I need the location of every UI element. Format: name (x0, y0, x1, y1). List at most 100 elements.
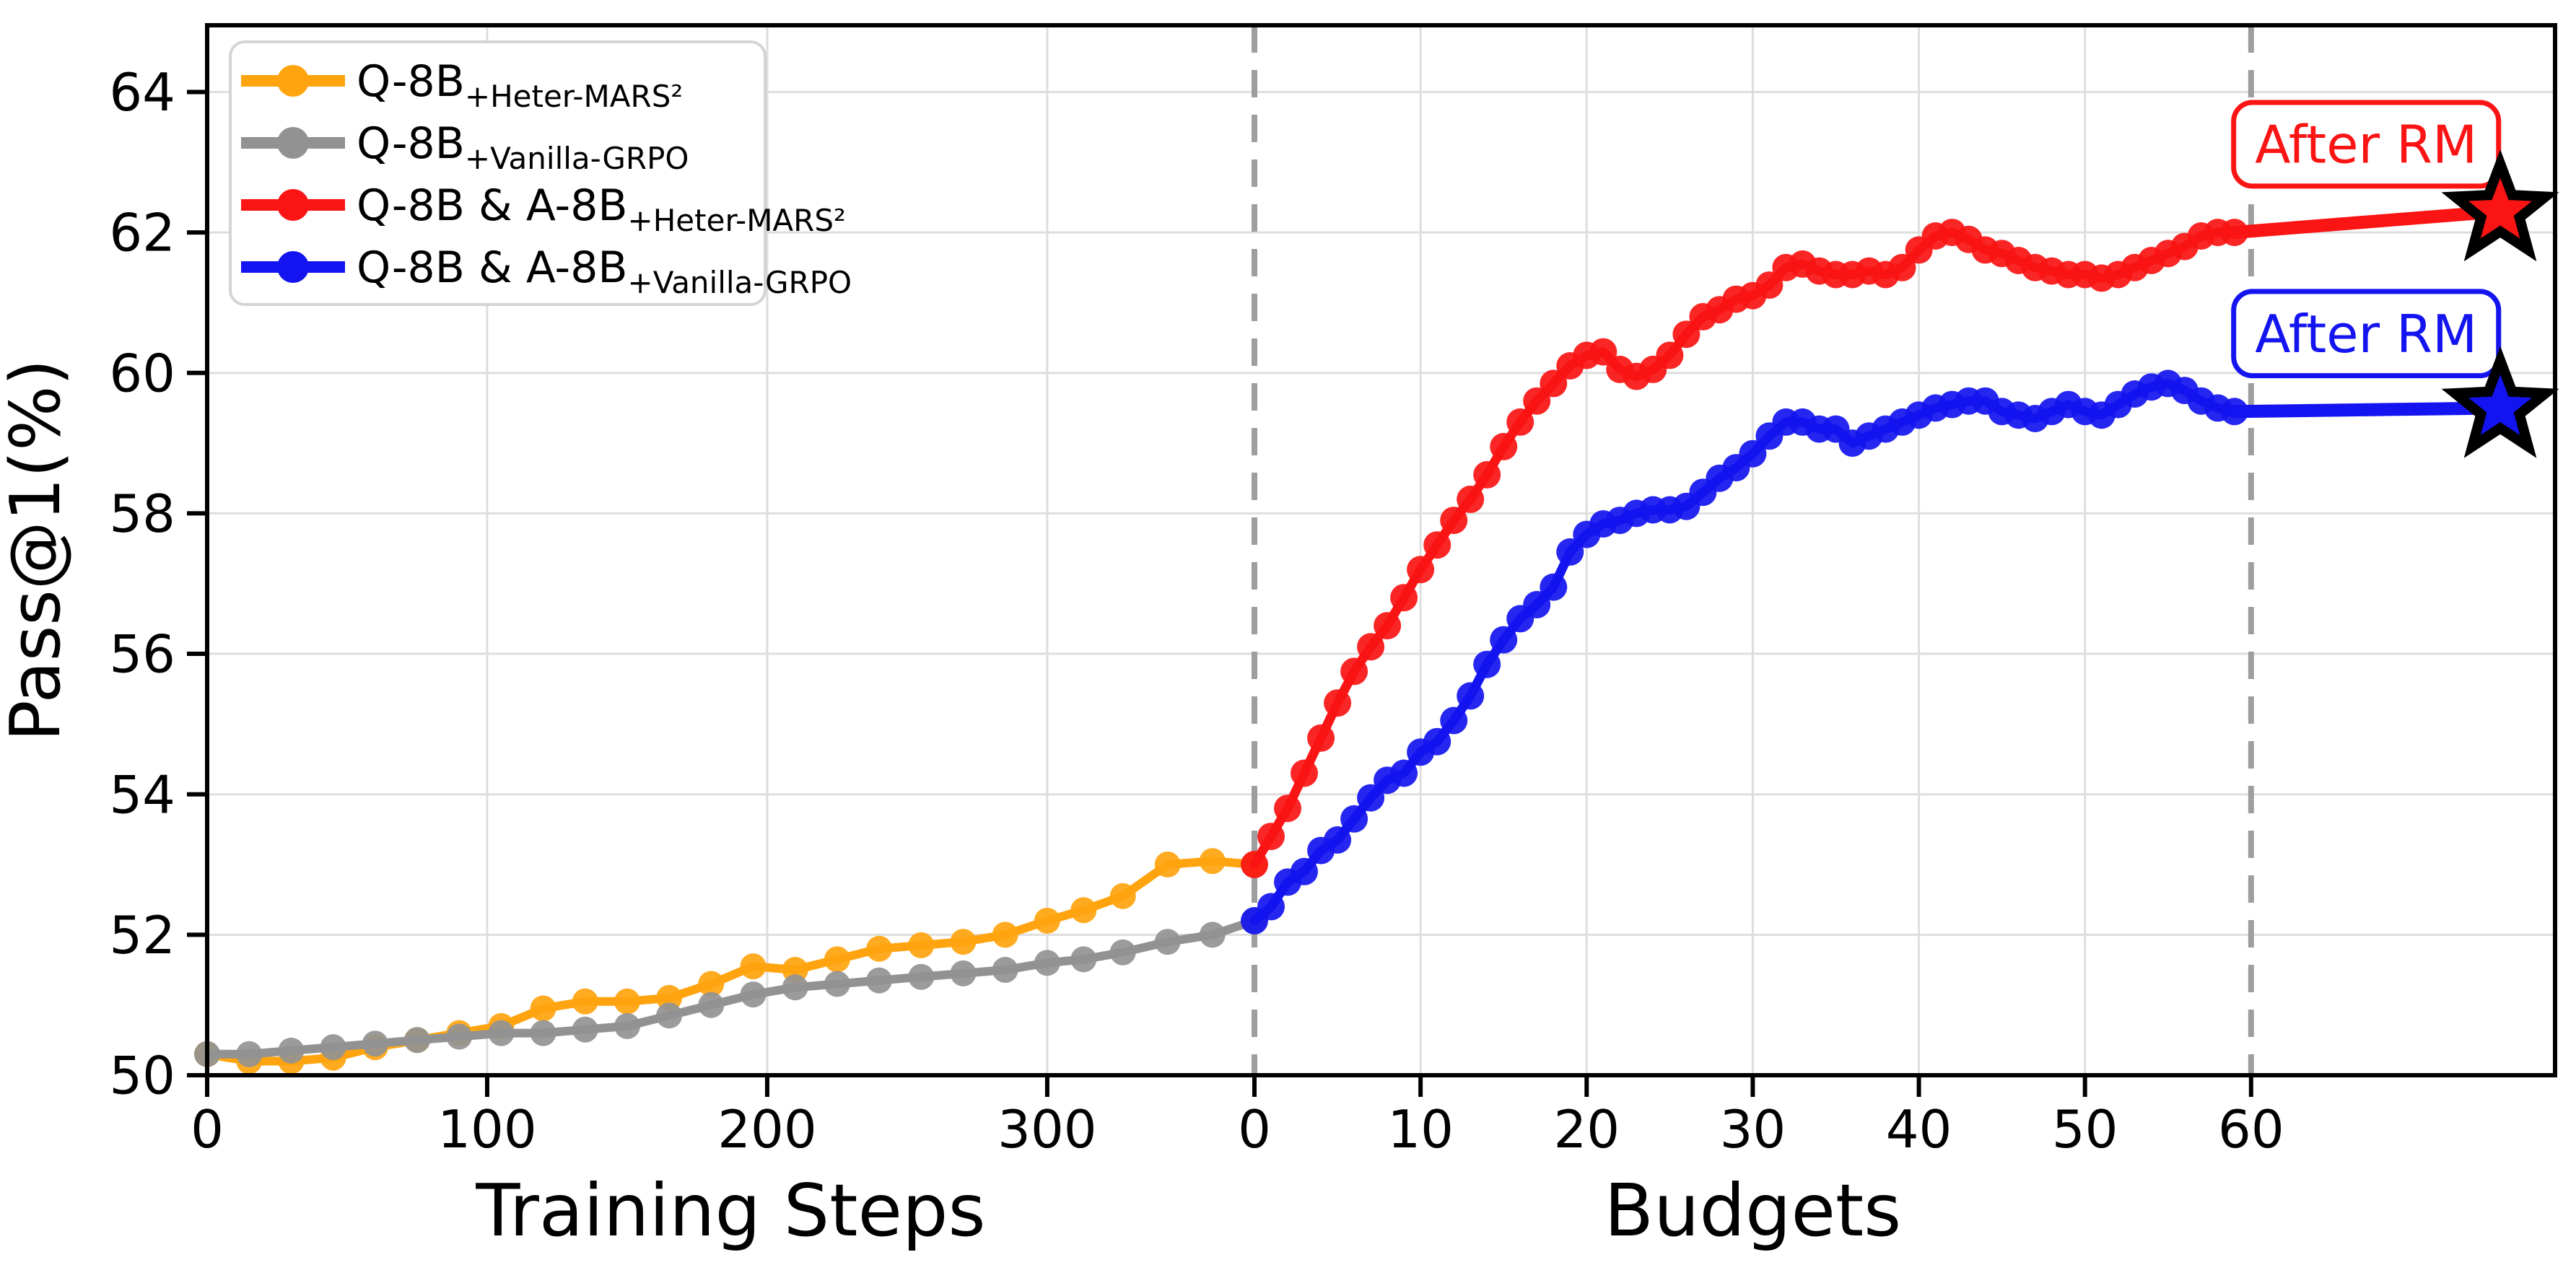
data-point-marker (362, 1030, 388, 1057)
after-rm-label: After RM (2255, 304, 2477, 364)
data-point-marker (1440, 507, 1468, 535)
after-rm-label: After RM (2255, 115, 2477, 175)
data-point-marker (1257, 893, 1285, 921)
data-point-marker (1374, 612, 1402, 640)
data-point-marker (572, 1016, 598, 1043)
data-point-marker (1390, 759, 1418, 787)
y-axis-label: Pass@1(%) (0, 359, 76, 741)
y-tick-label: 52 (109, 905, 175, 966)
data-point-marker (530, 995, 556, 1022)
data-point-marker (908, 932, 935, 958)
data-point-marker (1540, 369, 1568, 398)
data-point-marker (1888, 253, 1916, 281)
legend-label: Q-8B+Vanilla-GRPO (357, 118, 689, 176)
data-point-marker (824, 971, 850, 997)
data-point-marker (1070, 946, 1097, 973)
data-point-marker (1257, 823, 1285, 851)
legend-label: Q-8B & A-8B+Heter-MARS² (357, 180, 846, 238)
legend-item: Q-8B & A-8B+Heter-MARS² (241, 180, 846, 238)
legend-label: Q-8B+Heter-MARS² (357, 56, 683, 114)
x-tick-label: 50 (2052, 1099, 2118, 1160)
data-point-marker (1070, 897, 1097, 924)
data-point-marker (1523, 387, 1551, 415)
data-point-marker (1506, 408, 1534, 436)
data-point-marker (1274, 795, 1301, 823)
data-point-marker (656, 1002, 683, 1029)
data-point-marker (992, 957, 1018, 983)
dashed-marker-lines (1252, 25, 2254, 1075)
data-point-marker (1154, 852, 1181, 877)
x-axis-label-budgets: Budgets (1604, 1168, 1902, 1253)
x-tick-label: 10 (1387, 1099, 1454, 1160)
data-point-marker (950, 960, 977, 986)
data-point-marker (1457, 682, 1485, 710)
y-tick-label: 50 (109, 1046, 175, 1106)
y-axis: 50 52 54 56 58 60 62 64 Pass@1(%) (0, 62, 207, 1106)
data-point-marker (950, 929, 977, 955)
data-point-marker (1109, 883, 1136, 909)
y-tick-label: 54 (109, 764, 175, 825)
data-point-marker (992, 922, 1018, 948)
data-point-marker (1672, 320, 1700, 349)
data-point-marker (698, 992, 725, 1018)
series (194, 219, 2248, 1075)
data-point-marker (1473, 460, 1501, 489)
data-point-marker (782, 974, 808, 1001)
data-point-marker (1457, 485, 1485, 513)
data-point-marker (866, 967, 893, 994)
series-3 (1241, 369, 2248, 935)
data-point-marker (1423, 727, 1451, 756)
x-tick-label: 40 (1886, 1099, 1952, 1160)
x-tick-label: 100 (437, 1099, 536, 1160)
data-point-marker (908, 963, 935, 990)
series-2 (1241, 219, 2248, 878)
data-point-marker (1324, 826, 1352, 854)
legend-item: Q-8B+Vanilla-GRPO (241, 118, 689, 176)
x-tick-label: 0 (1238, 1099, 1271, 1160)
plot-border (205, 23, 2557, 1077)
star-icon-blue (2441, 346, 2559, 458)
data-point-marker (1739, 439, 1767, 468)
legend-item: Q-8B & A-8B+Vanilla-GRPO (241, 242, 852, 300)
legend-box (229, 40, 767, 306)
after-rm-box (2231, 289, 2502, 379)
data-point-marker (1034, 907, 1060, 934)
y-tick-label: 64 (109, 62, 175, 123)
data-point-marker (572, 988, 598, 1015)
data-point-marker (1523, 590, 1551, 618)
data-point-marker (278, 1037, 305, 1064)
data-point-marker (1307, 724, 1335, 752)
data-point-marker (824, 946, 850, 973)
data-point-marker (1199, 922, 1226, 948)
x-axis-label-training-steps: Training Steps (475, 1168, 985, 1253)
y-tick-label: 60 (109, 343, 175, 403)
x-tick-label: 60 (2218, 1099, 2284, 1160)
data-point-marker (1109, 939, 1136, 966)
x-tick-label: 20 (1553, 1099, 1620, 1160)
after-rm-box (2231, 100, 2502, 189)
data-point-marker (614, 988, 640, 1015)
legend-swatch-dot (277, 251, 309, 283)
data-point-marker (1340, 805, 1368, 833)
legend-swatch-dot (277, 189, 309, 221)
data-point-marker (1324, 689, 1352, 717)
data-point-marker (1241, 851, 1268, 878)
data-point-marker (1034, 950, 1060, 976)
data-point-marker (488, 1020, 515, 1046)
data-point-marker (1154, 929, 1181, 955)
data-point-marker (236, 1041, 263, 1067)
data-point-marker (530, 1020, 556, 1046)
data-point-marker (1357, 784, 1385, 812)
data-point-marker (1340, 657, 1368, 686)
legend-swatch-dot (277, 127, 309, 159)
data-point-marker (1490, 626, 1518, 654)
data-point-marker (614, 1012, 640, 1039)
data-point-marker (1473, 650, 1501, 678)
data-point-marker (1589, 338, 1617, 366)
data-point-marker (1490, 432, 1518, 460)
y-tick-label: 58 (109, 483, 175, 544)
star-icon-red (2441, 149, 2559, 262)
x-tick-label: 300 (997, 1099, 1096, 1160)
